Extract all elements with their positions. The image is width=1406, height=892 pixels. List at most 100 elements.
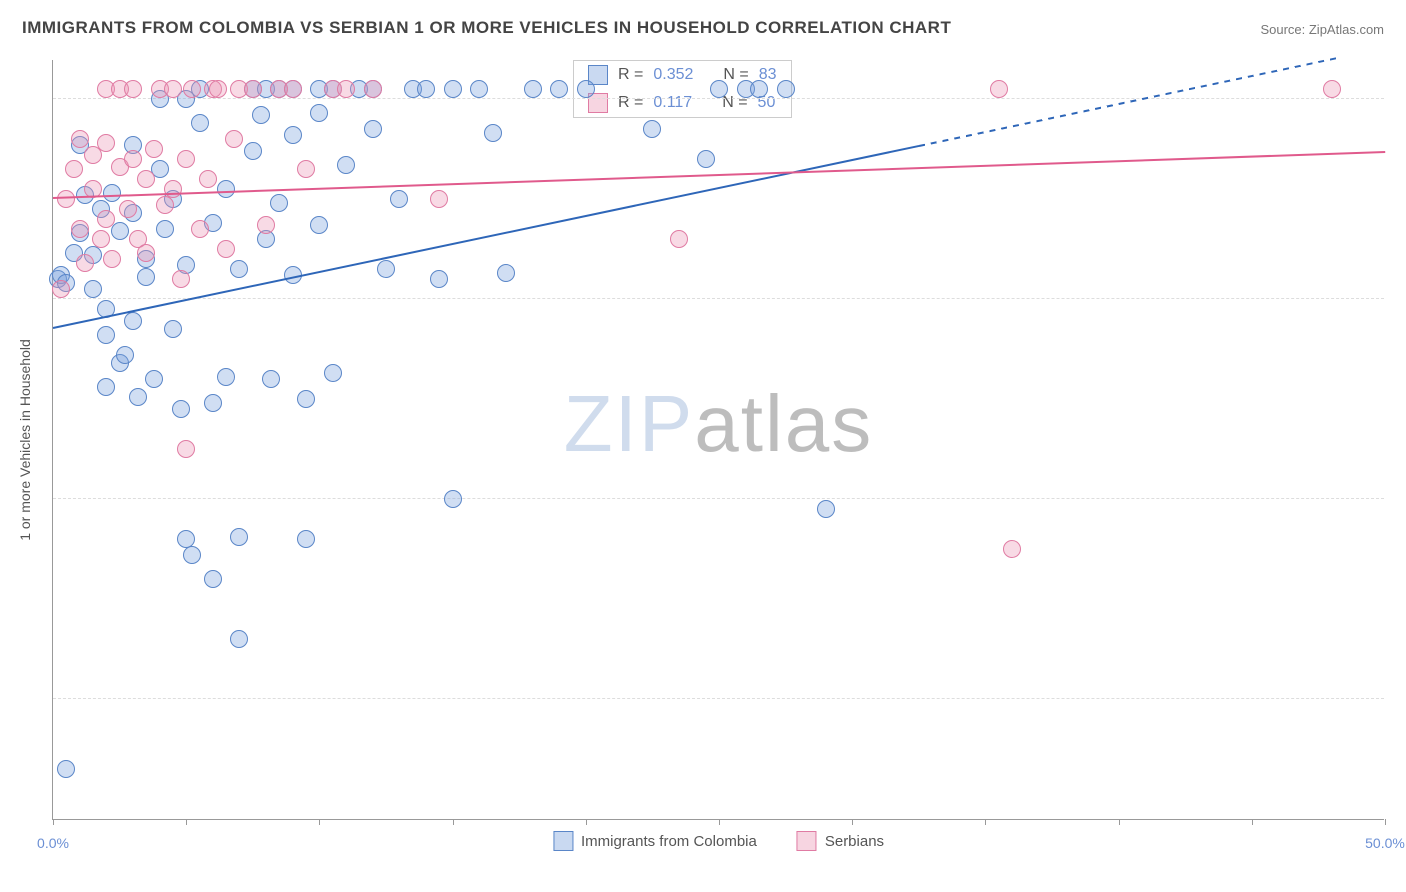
x-tick <box>1385 819 1386 825</box>
data-point <box>990 80 1008 98</box>
data-point <box>191 114 209 132</box>
y-tick-label: 90.0% <box>1394 275 1406 291</box>
series-legend: Immigrants from Colombia Serbians <box>553 831 884 851</box>
x-tick-label: 0.0% <box>37 835 69 851</box>
data-point <box>244 142 262 160</box>
data-point <box>191 220 209 238</box>
data-point <box>284 126 302 144</box>
data-point <box>417 80 435 98</box>
data-point <box>244 80 262 98</box>
chart-plot-area: 1 or more Vehicles in Household ZIPatlas… <box>52 60 1384 820</box>
data-point <box>183 546 201 564</box>
data-point <box>76 254 94 272</box>
data-point <box>230 528 248 546</box>
data-point <box>817 500 835 518</box>
data-point <box>164 320 182 338</box>
source-attribution: Source: ZipAtlas.com <box>1260 22 1384 37</box>
data-point <box>84 280 102 298</box>
data-point <box>124 312 142 330</box>
data-point <box>750 80 768 98</box>
data-point <box>1323 80 1341 98</box>
x-tick-label: 50.0% <box>1365 835 1405 851</box>
watermark-zip: ZIP <box>564 379 694 468</box>
x-tick <box>319 819 320 825</box>
data-point <box>217 368 235 386</box>
x-tick <box>586 819 587 825</box>
data-point <box>337 156 355 174</box>
data-point <box>129 388 147 406</box>
data-point <box>217 240 235 258</box>
data-point <box>137 268 155 286</box>
data-point <box>177 440 195 458</box>
legend-swatch-serbians <box>797 831 817 851</box>
data-point <box>1003 540 1021 558</box>
data-point <box>57 190 75 208</box>
data-point <box>65 160 83 178</box>
data-point <box>217 180 235 198</box>
data-point <box>262 370 280 388</box>
chart-title: IMMIGRANTS FROM COLOMBIA VS SERBIAN 1 OR… <box>22 18 951 38</box>
r-value-pink: 0.117 <box>653 94 692 112</box>
legend-label-serbians: Serbians <box>825 833 884 850</box>
data-point <box>172 400 190 418</box>
y-tick-label: 80.0% <box>1394 475 1406 491</box>
legend-swatch-colombia <box>553 831 573 851</box>
data-point <box>145 370 163 388</box>
data-point <box>164 180 182 198</box>
x-tick <box>985 819 986 825</box>
data-point <box>71 130 89 148</box>
data-point <box>377 260 395 278</box>
data-point <box>97 326 115 344</box>
data-point <box>430 190 448 208</box>
data-point <box>111 222 129 240</box>
data-point <box>324 364 342 382</box>
data-point <box>92 230 110 248</box>
gridline <box>53 698 1384 699</box>
data-point <box>470 80 488 98</box>
data-point <box>777 80 795 98</box>
data-point <box>164 80 182 98</box>
data-point <box>204 570 222 588</box>
data-point <box>497 264 515 282</box>
data-point <box>97 378 115 396</box>
gridline <box>53 298 1384 299</box>
data-point <box>177 150 195 168</box>
data-point <box>156 220 174 238</box>
data-point <box>337 80 355 98</box>
data-point <box>670 230 688 248</box>
data-point <box>257 216 275 234</box>
data-point <box>364 80 382 98</box>
data-point <box>252 106 270 124</box>
x-tick <box>1252 819 1253 825</box>
data-point <box>183 80 201 98</box>
data-point <box>57 760 75 778</box>
data-point <box>209 80 227 98</box>
r-value-blue: 0.352 <box>653 66 693 84</box>
data-point <box>550 80 568 98</box>
data-point <box>97 134 115 152</box>
data-point <box>444 490 462 508</box>
legend-item-colombia: Immigrants from Colombia <box>553 831 757 851</box>
data-point <box>697 150 715 168</box>
data-point <box>297 160 315 178</box>
data-point <box>71 220 89 238</box>
data-point <box>230 630 248 648</box>
data-point <box>310 104 328 122</box>
data-point <box>97 210 115 228</box>
data-point <box>577 80 595 98</box>
data-point <box>444 80 462 98</box>
data-point <box>230 260 248 278</box>
gridline <box>53 98 1384 99</box>
data-point <box>364 120 382 138</box>
data-point <box>137 170 155 188</box>
data-point <box>204 394 222 412</box>
data-point <box>270 194 288 212</box>
data-point <box>297 530 315 548</box>
gridline <box>53 498 1384 499</box>
data-point <box>116 346 134 364</box>
data-point <box>284 80 302 98</box>
data-point <box>643 120 661 138</box>
x-tick <box>453 819 454 825</box>
data-point <box>52 280 70 298</box>
data-point <box>484 124 502 142</box>
